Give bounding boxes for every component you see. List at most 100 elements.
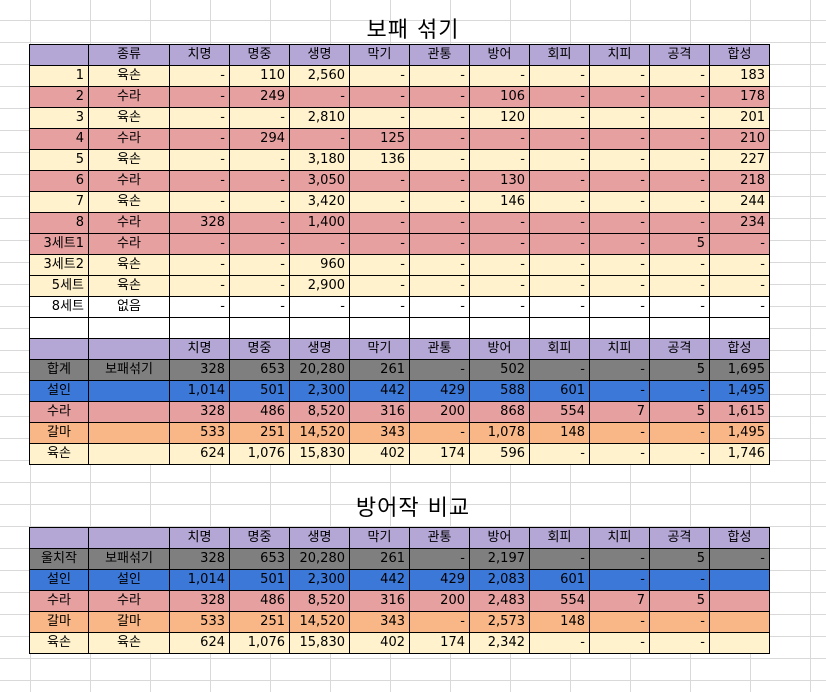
row-index[interactable]: 3세트2 [29, 254, 89, 276]
header-cell[interactable]: 합성 [709, 527, 770, 549]
value-cell[interactable]: 554 [529, 590, 590, 612]
type-cell[interactable]: 수라 [88, 128, 170, 150]
header-cell[interactable]: 합성 [709, 44, 770, 66]
value-cell[interactable]: - [169, 233, 230, 255]
compare-label[interactable]: 울치작 [29, 548, 89, 570]
summary-type[interactable] [88, 401, 170, 423]
value-cell[interactable]: 328 [169, 590, 230, 612]
compare-label[interactable]: 갈마 [29, 611, 89, 633]
header-cell-blank[interactable] [29, 338, 89, 360]
value-cell[interactable]: 868 [469, 401, 530, 423]
value-cell[interactable]: 8,520 [289, 590, 350, 612]
value-cell[interactable] [709, 590, 770, 612]
value-cell[interactable]: 130 [469, 170, 530, 192]
empty-cell[interactable] [469, 317, 530, 339]
compare-label[interactable]: 육손 [29, 632, 89, 654]
value-cell[interactable]: - [529, 275, 590, 297]
empty-cell[interactable] [409, 317, 470, 339]
value-cell[interactable]: - [409, 149, 470, 171]
type-cell[interactable]: 육손 [88, 254, 170, 276]
value-cell[interactable]: - [169, 191, 230, 213]
value-cell[interactable]: - [589, 548, 650, 570]
type-cell[interactable]: 수라 [88, 170, 170, 192]
value-cell[interactable]: - [409, 191, 470, 213]
value-cell[interactable]: 502 [469, 359, 530, 381]
value-cell[interactable]: - [649, 212, 710, 234]
value-cell[interactable]: 148 [529, 611, 590, 633]
value-cell[interactable]: 402 [349, 632, 410, 654]
value-cell[interactable]: - [169, 65, 230, 87]
compare-type[interactable]: 육손 [88, 632, 170, 654]
type-cell[interactable]: 육손 [88, 107, 170, 129]
value-cell[interactable]: - [349, 86, 410, 108]
header-cell[interactable]: 명중 [229, 338, 290, 360]
value-cell[interactable]: 2,342 [469, 632, 530, 654]
value-cell[interactable]: - [529, 128, 590, 150]
value-cell[interactable]: - [649, 569, 710, 591]
value-cell[interactable]: - [229, 254, 290, 276]
value-cell[interactable]: - [349, 191, 410, 213]
value-cell[interactable]: 2,197 [469, 548, 530, 570]
value-cell[interactable]: - [529, 191, 590, 213]
value-cell[interactable]: - [589, 359, 650, 381]
header-cell[interactable]: 치명 [169, 527, 230, 549]
value-cell[interactable]: 7 [589, 590, 650, 612]
summary-type[interactable] [88, 380, 170, 402]
compare-label[interactable]: 수라 [29, 590, 89, 612]
value-cell[interactable]: - [349, 65, 410, 87]
value-cell[interactable]: - [229, 233, 290, 255]
value-cell[interactable]: - [529, 107, 590, 129]
value-cell[interactable]: 328 [169, 548, 230, 570]
value-cell[interactable]: - [409, 422, 470, 444]
compare-type[interactable]: 수라 [88, 590, 170, 612]
value-cell[interactable]: 136 [349, 149, 410, 171]
value-cell[interactable]: 533 [169, 611, 230, 633]
empty-cell[interactable] [169, 317, 230, 339]
header-cell[interactable]: 방어 [469, 527, 530, 549]
value-cell[interactable]: - [529, 296, 590, 318]
value-cell[interactable]: - [169, 107, 230, 129]
value-cell[interactable]: 501 [229, 380, 290, 402]
value-cell[interactable]: 201 [709, 107, 770, 129]
value-cell[interactable]: 501 [229, 569, 290, 591]
value-cell[interactable]: - [169, 275, 230, 297]
value-cell[interactable]: 251 [229, 611, 290, 633]
compare-type[interactable]: 보패섞기 [88, 548, 170, 570]
value-cell[interactable]: - [409, 86, 470, 108]
value-cell[interactable]: 1,746 [709, 443, 770, 465]
value-cell[interactable]: 328 [169, 359, 230, 381]
value-cell[interactable]: 20,280 [289, 548, 350, 570]
value-cell[interactable]: - [589, 443, 650, 465]
value-cell[interactable]: 1,495 [709, 422, 770, 444]
empty-cell[interactable] [29, 317, 89, 339]
empty-cell[interactable] [88, 317, 170, 339]
header-cell[interactable]: 생명 [289, 527, 350, 549]
value-cell[interactable]: - [409, 611, 470, 633]
value-cell[interactable]: 343 [349, 422, 410, 444]
value-cell[interactable] [709, 632, 770, 654]
value-cell[interactable]: 15,830 [289, 632, 350, 654]
value-cell[interactable]: - [709, 254, 770, 276]
value-cell[interactable]: - [409, 212, 470, 234]
value-cell[interactable]: 20,280 [289, 359, 350, 381]
header-cell[interactable]: 공격 [649, 44, 710, 66]
header-cell[interactable]: 방어 [469, 338, 530, 360]
value-cell[interactable]: - [649, 380, 710, 402]
value-cell[interactable]: - [709, 296, 770, 318]
value-cell[interactable]: 3,420 [289, 191, 350, 213]
value-cell[interactable]: - [589, 170, 650, 192]
value-cell[interactable]: - [589, 233, 650, 255]
value-cell[interactable]: 251 [229, 422, 290, 444]
value-cell[interactable]: - [529, 548, 590, 570]
value-cell[interactable]: - [469, 149, 530, 171]
value-cell[interactable]: - [469, 296, 530, 318]
value-cell[interactable]: 120 [469, 107, 530, 129]
value-cell[interactable]: 125 [349, 128, 410, 150]
value-cell[interactable]: 7 [589, 401, 650, 423]
row-index[interactable]: 4 [29, 128, 89, 150]
value-cell[interactable]: 533 [169, 422, 230, 444]
value-cell[interactable]: - [649, 86, 710, 108]
value-cell[interactable]: 1,615 [709, 401, 770, 423]
empty-cell[interactable] [229, 317, 290, 339]
value-cell[interactable]: 106 [469, 86, 530, 108]
